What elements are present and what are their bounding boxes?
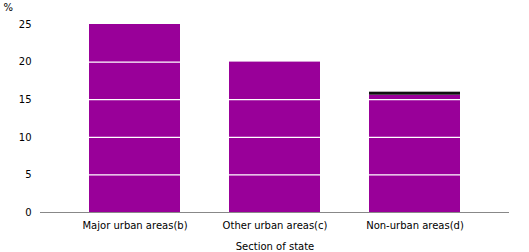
svg-text:Major urban areas(b): Major urban areas(b): [82, 220, 187, 231]
svg-text:25: 25: [19, 19, 32, 30]
svg-text:Section of state: Section of state: [236, 241, 314, 252]
svg-text:5: 5: [25, 169, 31, 180]
svg-text:10: 10: [19, 132, 32, 143]
svg-text:0: 0: [25, 207, 31, 218]
svg-text:Non-urban areas(d): Non-urban areas(d): [366, 220, 464, 231]
svg-text:15: 15: [19, 94, 32, 105]
svg-text:%: %: [4, 2, 14, 13]
svg-text:20: 20: [19, 56, 32, 67]
svg-text:Other urban areas(c): Other urban areas(c): [223, 220, 328, 231]
